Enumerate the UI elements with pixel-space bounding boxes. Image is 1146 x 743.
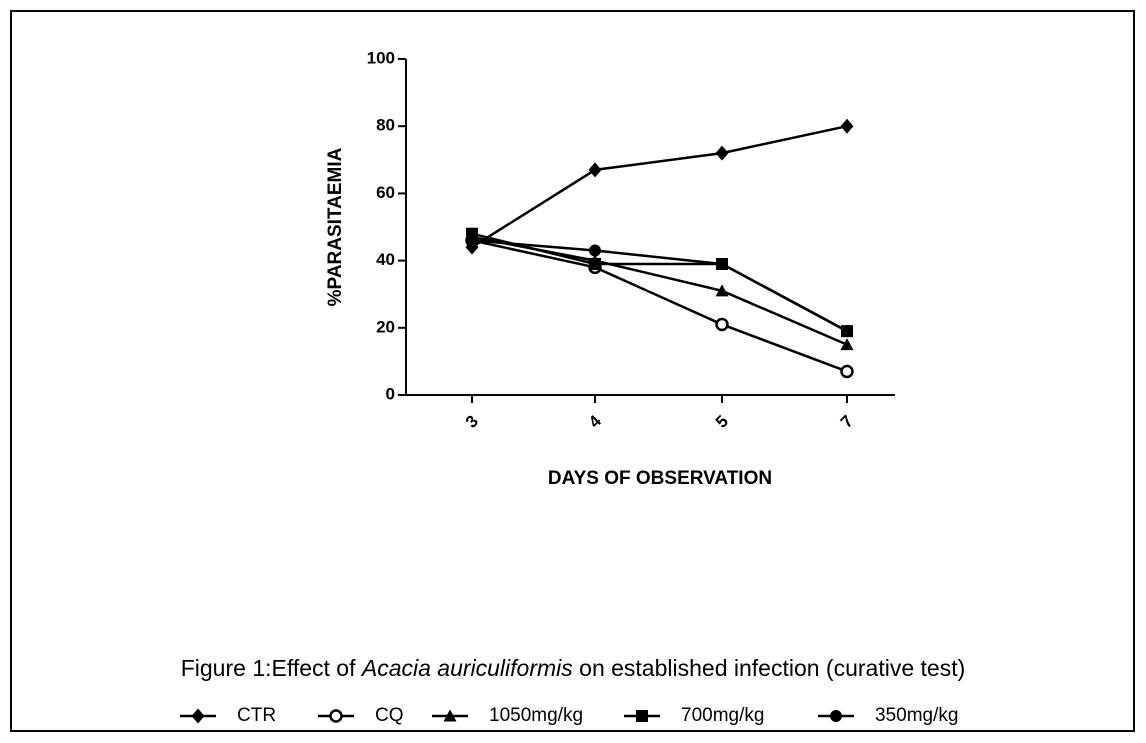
series-line (471, 124, 848, 249)
frame (10, 10, 1135, 732)
x-tick-label: 5 (712, 412, 732, 432)
y-tick-label: 40 (376, 250, 395, 269)
data-point (715, 145, 729, 161)
legend-label: CTR (237, 705, 276, 726)
data-point (589, 244, 601, 257)
y-tick-label: 20 (376, 317, 395, 336)
legend-marker (636, 710, 648, 722)
caption-part: on established infection (curative test) (573, 655, 965, 681)
x-tick-label: 3 (462, 412, 482, 432)
legend-label: CQ (375, 705, 404, 726)
legend-label: 700mg/kg (681, 705, 764, 726)
caption: Figure 1:Effect of Acacia auriculiformis… (181, 655, 966, 681)
x-tick-label: 7 (837, 412, 857, 432)
legend-marker (443, 709, 457, 722)
data-point (588, 162, 602, 178)
legend-marker (191, 708, 205, 724)
data-point (466, 234, 478, 247)
y-tick-label: 0 (386, 384, 395, 403)
data-point (716, 257, 728, 270)
y-tick-label: 100 (367, 48, 395, 67)
y-tick-label: 80 (376, 116, 395, 135)
data-point (715, 317, 729, 332)
data-point (840, 338, 854, 351)
data-point (840, 364, 854, 379)
legend-marker (329, 709, 343, 723)
data-point (841, 325, 853, 338)
data-point (589, 257, 601, 270)
series-line (471, 239, 848, 333)
caption-part: Figure 1:Effect of (181, 655, 362, 681)
x-axis-title: DAYS OF OBSERVATION (548, 468, 772, 489)
legend-marker (830, 710, 842, 722)
y-tick-label: 60 (376, 183, 395, 202)
y-axis-title: %PARASITAEMIA (325, 147, 346, 306)
x-tick-label: 4 (585, 411, 606, 432)
data-point (715, 284, 729, 297)
legend-label: 1050mg/kg (489, 705, 583, 726)
data-point (840, 118, 854, 134)
legend-label: 350mg/kg (875, 705, 958, 726)
series-line (471, 232, 848, 333)
caption-part: Acacia auriculiformis (360, 655, 573, 681)
series-line (471, 239, 848, 373)
